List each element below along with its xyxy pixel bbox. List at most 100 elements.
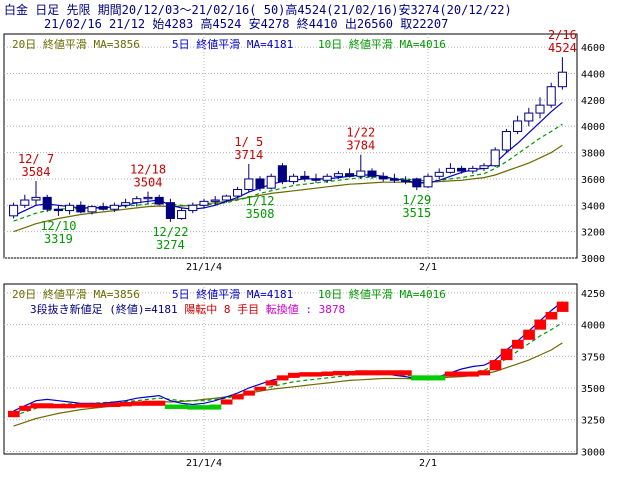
y-tick-label: 3000 bbox=[581, 254, 605, 265]
candle-body bbox=[31, 196, 41, 201]
line-break-brick bbox=[344, 370, 356, 376]
info-segment: 陽転中 bbox=[184, 303, 224, 316]
candle-body bbox=[165, 202, 175, 219]
line-break-brick bbox=[220, 399, 233, 405]
line-break-brick bbox=[164, 404, 177, 409]
panel2-frame bbox=[3, 283, 578, 455]
candle-body bbox=[87, 206, 97, 213]
line-break-brick bbox=[332, 370, 345, 376]
candle-body bbox=[378, 175, 388, 180]
candle-body bbox=[345, 173, 355, 177]
line-break-brick bbox=[489, 360, 502, 371]
line-break-brick bbox=[400, 370, 412, 376]
candle-body bbox=[98, 206, 108, 210]
line-break-brick bbox=[467, 371, 479, 377]
info-segment: 8 手目 bbox=[224, 302, 266, 316]
y-tick-label: 3000 bbox=[581, 447, 605, 458]
header-line2: 21/02/16 21/12 始4283 高4524 安4278 終4410 出… bbox=[44, 16, 448, 31]
y-tick-label: 4000 bbox=[581, 321, 605, 332]
line-break-brick bbox=[176, 404, 188, 409]
candle-body bbox=[289, 175, 299, 183]
y-tick-label: 4250 bbox=[581, 289, 605, 300]
candle-body bbox=[513, 120, 523, 133]
candlestick-panel: 3000 3200 3400 3600 3800 4000 4200 4400 4600 21/1… bbox=[3, 28, 605, 273]
line-break-brick bbox=[198, 405, 211, 410]
line-break-brick bbox=[232, 394, 244, 400]
line-break-brick bbox=[64, 403, 76, 409]
x-tick-label: 2/1 bbox=[419, 262, 437, 273]
candle-body bbox=[501, 131, 511, 151]
legend-entry: 5日 終値平滑 MA=4181 bbox=[172, 37, 293, 51]
y-tick-label: 4200 bbox=[581, 96, 605, 107]
candle-body bbox=[9, 204, 19, 217]
y-tick-label: 3500 bbox=[581, 384, 605, 395]
candle-body bbox=[412, 178, 422, 188]
candle-body bbox=[42, 196, 52, 210]
high-date-label: 1/22 bbox=[346, 126, 375, 140]
line-break-brick bbox=[556, 301, 569, 312]
y-tick-label: 3200 bbox=[581, 228, 605, 239]
y-tick-label: 4400 bbox=[581, 70, 605, 81]
panel1-frame bbox=[3, 33, 578, 259]
candle-body bbox=[109, 204, 119, 210]
legend-entry: 10日 終値平滑 MA=4016 bbox=[318, 37, 446, 51]
line-break-brick bbox=[388, 370, 401, 376]
line-break-brick bbox=[534, 319, 547, 330]
candle-body bbox=[557, 71, 567, 88]
legend-entry: 20日 終値平滑 MA=3856 bbox=[12, 37, 140, 51]
line-break-brick bbox=[265, 380, 278, 386]
line-break-brick bbox=[321, 371, 334, 376]
line-break-panel: 3000 3250 3500 3750 4000 4250 21/1/4 2/1 20日 終値平… bbox=[3, 283, 605, 469]
line-break-brick bbox=[310, 372, 323, 377]
line-break-brick bbox=[456, 371, 468, 377]
candle-body bbox=[53, 208, 63, 212]
line-break-brick bbox=[366, 370, 379, 376]
candle-body bbox=[546, 86, 556, 106]
line-break-brick bbox=[41, 403, 54, 409]
line-break-brick bbox=[422, 375, 435, 381]
line-break-brick bbox=[478, 370, 491, 376]
line-break-brick bbox=[523, 329, 535, 340]
line-break-brick bbox=[108, 402, 121, 408]
line-break-brick bbox=[433, 375, 446, 381]
x-tick-label: 21/1/4 bbox=[186, 458, 222, 469]
high-date-label: 2/16 bbox=[548, 28, 577, 42]
line-break-brick bbox=[411, 375, 423, 381]
line-break-brick bbox=[209, 404, 222, 410]
line-break-brick bbox=[500, 348, 513, 361]
y-tick-label: 3800 bbox=[581, 149, 605, 160]
info-segment: 3段抜き新値足 (終値)=4181 bbox=[30, 302, 184, 316]
header-background bbox=[0, 0, 624, 34]
candle-body bbox=[20, 199, 30, 206]
high-date-label: 1/ 5 bbox=[234, 135, 263, 149]
candle-body bbox=[255, 178, 265, 189]
info-segment: 転換値 : 3878 bbox=[266, 303, 345, 316]
ma20-line bbox=[13, 144, 563, 233]
candle-body bbox=[445, 167, 455, 173]
high-date-label: 12/ 7 bbox=[18, 152, 54, 166]
candle-body bbox=[210, 199, 220, 202]
high-value-label: 3784 bbox=[346, 139, 375, 153]
line-break-brick bbox=[187, 405, 199, 410]
candle-body bbox=[266, 175, 276, 189]
candle-body bbox=[367, 170, 377, 177]
candle-body bbox=[333, 173, 343, 177]
low-value-label: 3508 bbox=[246, 207, 275, 221]
high-value-label: 3584 bbox=[22, 165, 51, 179]
line-break-info: 3段抜き新値足 (終値)=4181 陽転中 8 手目 転換値 : 3878 bbox=[30, 302, 345, 316]
candle-body bbox=[322, 175, 332, 181]
line-break-brick bbox=[512, 339, 524, 349]
x-tick-label: 2/1 bbox=[419, 458, 437, 469]
y-tick-label: 4600 bbox=[581, 43, 605, 54]
line-break-brick bbox=[444, 371, 457, 377]
candle-body bbox=[423, 175, 433, 188]
header-line1: 白金 日足 先限 期間20/12/03～21/02/16( 50)高4524(2… bbox=[4, 2, 512, 17]
line-break-brick bbox=[86, 403, 99, 408]
candle-body bbox=[524, 112, 534, 122]
line-break-brick bbox=[377, 370, 390, 376]
line-break-brick bbox=[19, 405, 31, 411]
candle-body bbox=[490, 149, 500, 167]
candle-body bbox=[300, 175, 310, 180]
line-break-brick bbox=[97, 403, 110, 408]
